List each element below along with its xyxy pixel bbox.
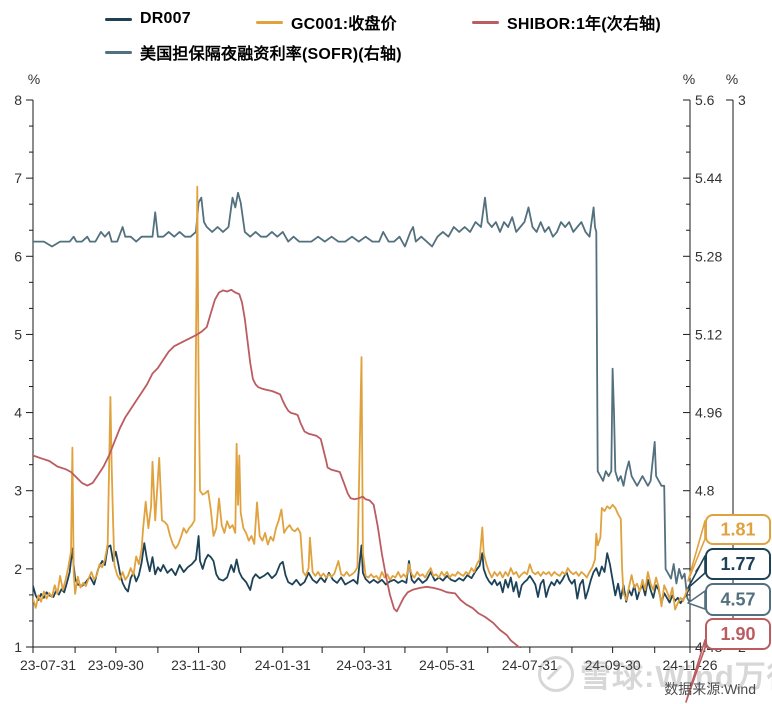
svg-text:3: 3 — [738, 92, 746, 108]
xueqiu-logo-icon — [538, 655, 574, 692]
legend-swatch-sofr — [105, 50, 132, 54]
legend-swatch-dr007 — [105, 17, 132, 21]
series-line-shibor1y — [33, 288, 522, 648]
x-axis: 23-07-31 23-09-30 23-11-30 24-01-31 24-03-31… — [20, 647, 718, 673]
series-group — [33, 185, 690, 648]
svg-text:%: % — [28, 71, 40, 87]
callout-gc001: 1.81 — [687, 514, 771, 582]
callout-leader — [685, 639, 706, 703]
svg-text:23-07-31: 23-07-31 — [20, 657, 76, 673]
svg-text:6: 6 — [14, 248, 22, 264]
callout-value: 1.77 — [720, 554, 755, 574]
svg-text:23-11-30: 23-11-30 — [171, 657, 226, 673]
watermark-text: 雪球:Wind万得 — [580, 659, 772, 694]
callout-leader — [687, 590, 706, 610]
svg-text:24-01-31: 24-01-31 — [255, 657, 311, 673]
svg-text:7: 7 — [14, 170, 22, 186]
legend-label: SHIBOR:1年(次右轴) — [507, 16, 661, 33]
data-source-label: 数据来源:Wind — [664, 681, 756, 697]
svg-text:1: 1 — [14, 639, 22, 655]
svg-text:4.8: 4.8 — [695, 483, 715, 499]
callout-value: 1.90 — [720, 624, 755, 644]
legend-item-shibor1y: SHIBOR:1年(次右轴) — [472, 10, 661, 34]
legend-label: GC001:收盘价 — [291, 16, 397, 33]
svg-text:%: % — [726, 71, 738, 87]
callout-box — [705, 514, 771, 545]
svg-text:5: 5 — [14, 326, 22, 342]
chart-legend: DR007 GC001:收盘价 SHIBOR:1年(次右轴) 美国担保隔夜融资利率(S… — [0, 0, 772, 70]
series-line-sofr — [33, 191, 690, 604]
callout-box — [705, 548, 771, 580]
svg-text:23-09-30: 23-09-30 — [88, 657, 144, 673]
legend-label: 美国担保隔夜融资利率(SOFR)(右轴) — [140, 46, 402, 63]
svg-text:4: 4 — [14, 405, 22, 421]
legend-swatch-gc001 — [256, 20, 283, 24]
series-line-gc001 — [33, 185, 690, 611]
callout-shibor1y: 1.90 — [685, 618, 771, 703]
legend-item-gc001: GC001:收盘价 — [256, 10, 397, 34]
svg-text:5.44: 5.44 — [695, 170, 722, 186]
svg-text:2: 2 — [14, 561, 22, 577]
legend-item-sofr: 美国担保隔夜融资利率(SOFR)(右轴) — [105, 40, 402, 64]
callout-sofr: 4.57 — [687, 583, 771, 616]
svg-text:24-03-31: 24-03-31 — [336, 657, 392, 673]
xueqiu-wind-watermark: 雪球:Wind万得 — [538, 651, 772, 696]
legend-label: DR007 — [140, 10, 191, 27]
legend-swatch-shibor1y — [472, 20, 499, 24]
callout-box — [705, 618, 771, 650]
svg-text:24-09-30: 24-09-30 — [585, 657, 641, 673]
svg-text:3: 3 — [14, 483, 22, 499]
svg-text:5.28: 5.28 — [695, 248, 722, 264]
svg-text:24-05-31: 24-05-31 — [419, 657, 475, 673]
svg-text:4.96: 4.96 — [695, 405, 722, 421]
callout-value: 1.81 — [720, 520, 755, 540]
svg-text:8: 8 — [14, 92, 22, 108]
callout-box — [705, 583, 771, 616]
svg-text:5.6: 5.6 — [695, 92, 715, 108]
callout-dr007: 1.77 — [687, 548, 771, 589]
callout-value: 4.57 — [720, 590, 755, 610]
svg-text:24-11-26: 24-11-26 — [662, 657, 717, 673]
legend-item-dr007: DR007 — [105, 10, 191, 28]
y-axis-left: 8 7 6 5 4 3 2 1% — [14, 71, 40, 655]
svg-text:%: % — [683, 71, 695, 87]
svg-text:5.12: 5.12 — [695, 326, 722, 342]
